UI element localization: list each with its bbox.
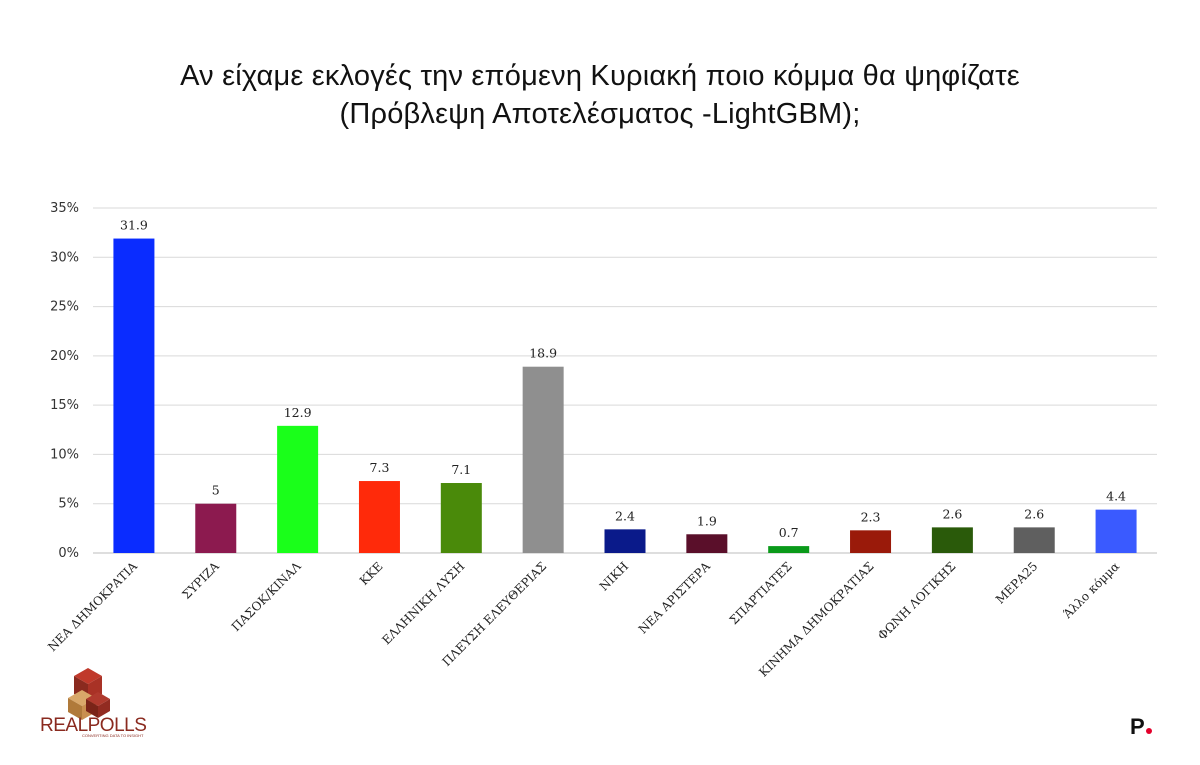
- x-tick-label: ΚΚΕ: [357, 559, 386, 588]
- bar: [1013, 527, 1055, 553]
- bar: [931, 527, 973, 553]
- x-tick-label: ΕΛΛΗΝΙΚΗ ΛΥΣΗ: [379, 559, 467, 647]
- y-tick-label: 20%: [50, 349, 79, 364]
- realpolls-wordmark: REALPOLLS: [40, 715, 147, 736]
- x-tick-label: Άλλο κόμμα: [1060, 559, 1122, 621]
- x-tick-label: ΝΙΚΗ: [597, 559, 631, 593]
- bar: [522, 366, 564, 553]
- data-label: 0.7: [779, 525, 799, 540]
- realpolls-logo: REALPOLLS CONVERTING DATA TO INSIGHT: [40, 668, 152, 738]
- bar: [358, 481, 400, 553]
- bar: [440, 483, 482, 553]
- bar: [277, 425, 319, 553]
- bar: [686, 534, 728, 553]
- y-tick-label: 5%: [58, 497, 79, 512]
- x-tick-label: ΦΩΝΗ ΛΟΓΙΚΗΣ: [875, 559, 958, 642]
- x-tick-label: ΜΕΡΑ25: [993, 559, 1040, 606]
- data-label: 2.3: [861, 509, 881, 524]
- y-tick-label: 25%: [50, 300, 79, 315]
- realpolls-tagline: CONVERTING DATA TO INSIGHT: [82, 733, 144, 738]
- data-label: 2.6: [1024, 506, 1044, 521]
- data-label: 31.9: [120, 218, 148, 233]
- bar: [604, 529, 646, 553]
- x-tick-label: ΝΕΑ ΔΗΜΟΚΡΑΤΙΑ: [45, 559, 140, 654]
- bar: [195, 503, 237, 553]
- data-label: 12.9: [284, 405, 312, 420]
- realpolls-logo-icon: [68, 668, 110, 720]
- data-label: 2.4: [615, 508, 635, 523]
- x-tick-label: ΠΑΣΟΚ/ΚΙΝΑΛ: [229, 559, 304, 634]
- y-tick-label: 10%: [50, 447, 79, 462]
- data-label: 1.9: [697, 513, 717, 528]
- bar: [1095, 509, 1137, 553]
- data-label: 5: [212, 483, 220, 498]
- chart-title-line-2: (Πρόβλεψη Αποτελέσματος -LightGBM);: [339, 98, 861, 130]
- chart-title-line-1: Αν είχαμε εκλογές την επόμενη Κυριακή πο…: [180, 60, 1020, 92]
- data-label: 2.6: [942, 506, 962, 521]
- bar: [768, 546, 810, 553]
- x-tick-label: ΝΕΑ ΑΡΙΣΤΕΡΑ: [636, 559, 713, 636]
- y-tick-label: 0%: [58, 546, 79, 561]
- data-label: 7.1: [451, 462, 471, 477]
- data-label: 7.3: [370, 460, 390, 475]
- y-tick-label: 15%: [50, 398, 79, 413]
- y-tick-label: 35%: [50, 201, 79, 216]
- bar: [850, 530, 892, 553]
- bar: [113, 238, 155, 554]
- data-label: 18.9: [529, 346, 557, 361]
- y-tick-label: 30%: [50, 250, 79, 265]
- x-tick-label: ΣΠΑΡΤΙΑΤΕΣ: [727, 559, 795, 627]
- brand-p-icon: P: [1130, 716, 1160, 740]
- x-tick-label: ΣΥΡΙΖΑ: [179, 559, 222, 602]
- data-label: 4.4: [1106, 489, 1126, 504]
